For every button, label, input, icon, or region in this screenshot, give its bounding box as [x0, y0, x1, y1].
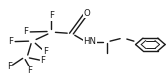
Text: F: F	[40, 56, 45, 65]
Text: F: F	[7, 62, 12, 71]
Text: HN: HN	[83, 37, 96, 46]
Text: F: F	[43, 47, 48, 56]
Text: F: F	[24, 27, 29, 36]
Text: O: O	[83, 8, 90, 18]
Text: F: F	[8, 37, 13, 46]
Text: F: F	[49, 11, 54, 20]
Text: F: F	[27, 66, 32, 76]
